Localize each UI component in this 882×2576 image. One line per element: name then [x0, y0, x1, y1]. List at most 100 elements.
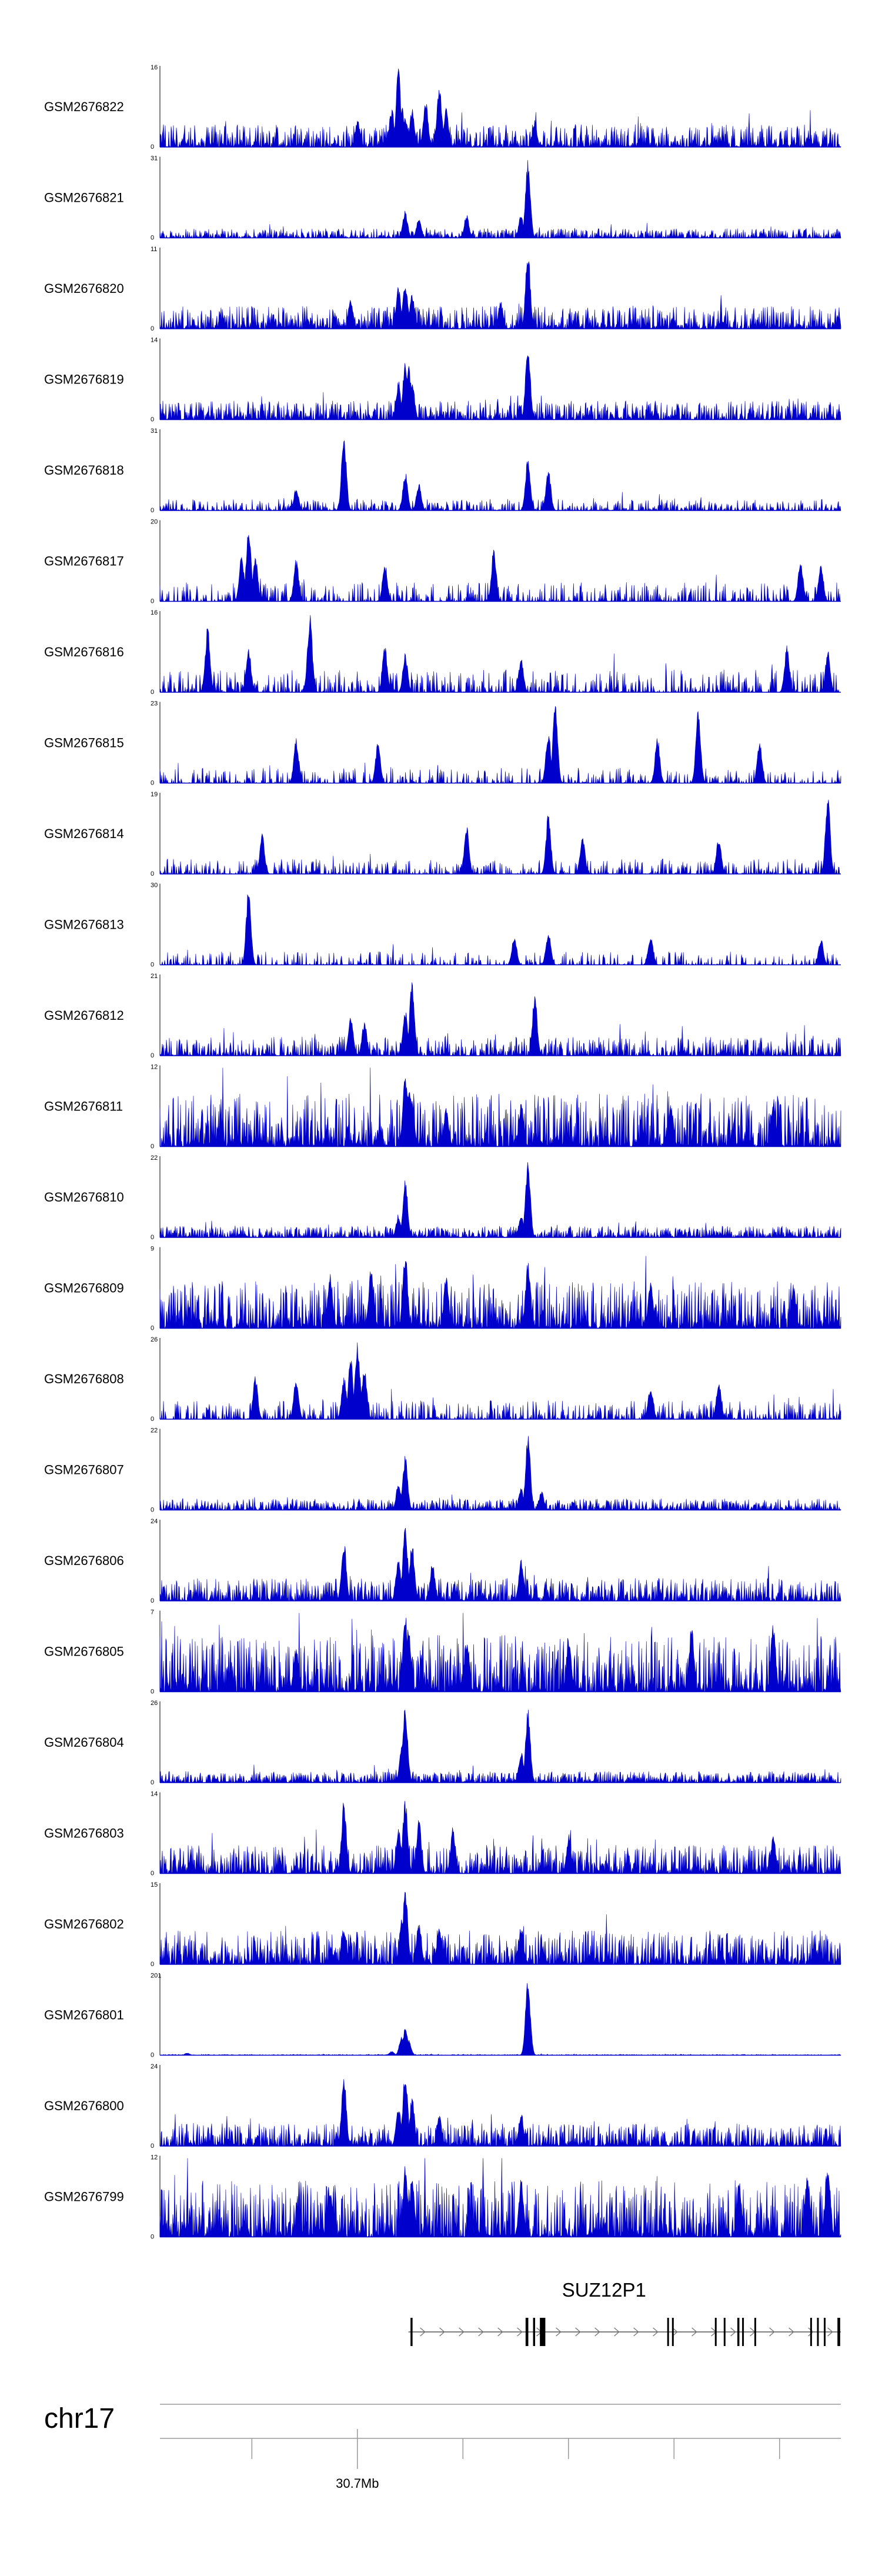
track-signal — [159, 1527, 841, 1602]
track-ymax-label: 201 — [151, 1973, 161, 1980]
track-GSM2676801: GSM2676801 201 0 — [44, 1973, 841, 2059]
track-signal — [159, 1342, 841, 1420]
track-GSM2676813: GSM2676813 30 0 — [44, 882, 841, 969]
track-signal — [159, 355, 841, 421]
track-ymin-label: 0 — [151, 780, 154, 787]
track-ymin-label: 0 — [151, 1052, 154, 1059]
track-ymax-label: 22 — [151, 1154, 158, 1162]
strand-arrow — [672, 2327, 678, 2337]
track-signal — [159, 535, 841, 602]
track-ymin-label: 0 — [151, 2143, 154, 2150]
track-signal — [159, 1436, 841, 1511]
track-label: GSM2676813 — [44, 917, 124, 932]
track-ymin-label: 0 — [151, 325, 154, 332]
track-label: GSM2676822 — [44, 99, 124, 114]
strand-arrow — [517, 2327, 523, 2337]
strand-arrow — [439, 2327, 445, 2337]
track-signal — [160, 1983, 841, 2056]
track-ymax-label: 24 — [151, 1518, 158, 1525]
track-ymax-label: 15 — [151, 1881, 158, 1888]
track-label: GSM2676809 — [44, 1281, 124, 1296]
track-GSM2676818: GSM2676818 31 0 — [44, 428, 841, 514]
track-ymin-label: 0 — [151, 870, 154, 877]
track-ymin-label: 0 — [151, 235, 154, 242]
strand-arrow — [730, 2327, 736, 2337]
gene-exon — [540, 2318, 546, 2346]
track-ymax-label: 19 — [151, 791, 158, 798]
strand-arrow — [633, 2327, 639, 2337]
track-ymin-label: 0 — [151, 1597, 154, 1604]
track-signal — [159, 160, 841, 239]
track-label: GSM2676801 — [44, 2008, 124, 2023]
track-ymax-label: 26 — [151, 1700, 158, 1707]
gene-model — [408, 2318, 841, 2346]
track-ymin-label: 0 — [151, 598, 154, 605]
coordinate-axis: chr17 30.7Mb — [44, 2403, 841, 2491]
track-signal — [159, 1891, 841, 1966]
track-GSM2676820: GSM2676820 11 0 — [44, 246, 841, 332]
strand-arrow — [808, 2327, 814, 2337]
track-signal — [159, 982, 841, 1057]
track-ymax-label: 23 — [151, 700, 158, 708]
gene-exon — [837, 2318, 840, 2346]
track-signal — [159, 799, 841, 875]
gene-exon — [824, 2318, 826, 2346]
track-ymax-label: 21 — [151, 973, 158, 980]
track-ymax-label: 24 — [151, 2063, 158, 2070]
strand-arrow — [575, 2327, 581, 2337]
track-ymin-label: 0 — [151, 1325, 154, 1332]
track-label: GSM2676812 — [44, 1008, 124, 1023]
track-GSM2676810: GSM2676810 22 0 — [44, 1154, 841, 1241]
track-ymin-label: 0 — [151, 1689, 154, 1696]
track-label: GSM2676815 — [44, 736, 124, 750]
gene-track: SUZ12P1 — [408, 2279, 841, 2346]
track-ymin-label: 0 — [151, 1143, 154, 1150]
gene-exon — [525, 2318, 529, 2346]
track-signal — [159, 1709, 841, 1784]
gene-label: SUZ12P1 — [562, 2279, 646, 2301]
track-ymin-label: 0 — [151, 689, 154, 696]
track-label: GSM2676810 — [44, 1190, 124, 1204]
strand-arrow — [653, 2327, 659, 2337]
track-ymax-label: 14 — [151, 1791, 158, 1798]
strand-arrow — [420, 2327, 426, 2337]
track-label: GSM2676817 — [44, 554, 124, 569]
strand-arrow — [556, 2327, 562, 2337]
strand-arrow — [827, 2327, 833, 2337]
track-label: GSM2676800 — [44, 2098, 124, 2113]
signal-tracks: GSM2676822160GSM2676821310GSM2676820110G… — [44, 64, 841, 2241]
track-GSM2676822: GSM2676822 16 0 — [44, 64, 841, 151]
track-GSM2676800: GSM2676800 24 0 — [44, 2063, 841, 2150]
track-GSM2676805: GSM2676805 7 0 — [44, 1609, 841, 1696]
track-ymax-label: 22 — [151, 1427, 158, 1434]
track-GSM2676799: GSM2676799 12 0 — [44, 2154, 841, 2241]
axis-position-label: 30.7Mb — [336, 2476, 379, 2491]
track-signal — [159, 1256, 841, 1329]
track-signal — [159, 440, 841, 512]
strand-arrow — [497, 2327, 503, 2337]
track-ymax-label: 7 — [151, 1609, 154, 1616]
track-GSM2676806: GSM2676806 24 0 — [44, 1518, 841, 1604]
track-ymin-label: 0 — [151, 1507, 154, 1514]
chromosome-label: chr17 — [44, 2403, 115, 2434]
track-ymax-label: 16 — [151, 64, 158, 71]
track-label: GSM2676806 — [44, 1553, 124, 1568]
gene-exon — [742, 2318, 744, 2346]
track-ymin-label: 0 — [151, 1416, 154, 1423]
track-label: GSM2676808 — [44, 1372, 124, 1386]
track-ymax-label: 31 — [151, 428, 158, 435]
track-GSM2676812: GSM2676812 21 0 — [44, 973, 841, 1059]
track-ymax-label: 20 — [151, 519, 158, 526]
gene-exon — [410, 2318, 413, 2346]
track-label: GSM2676821 — [44, 191, 124, 205]
track-label: GSM2676814 — [44, 826, 124, 841]
strand-arrow — [459, 2327, 465, 2337]
gene-exon — [737, 2318, 740, 2346]
track-GSM2676816: GSM2676816 16 0 — [44, 609, 841, 696]
track-label: GSM2676816 — [44, 645, 124, 659]
track-ymax-label: 12 — [151, 1064, 158, 1071]
track-ymax-label: 16 — [151, 609, 158, 616]
track-ymin-label: 0 — [151, 144, 154, 151]
gene-exon — [754, 2318, 756, 2346]
